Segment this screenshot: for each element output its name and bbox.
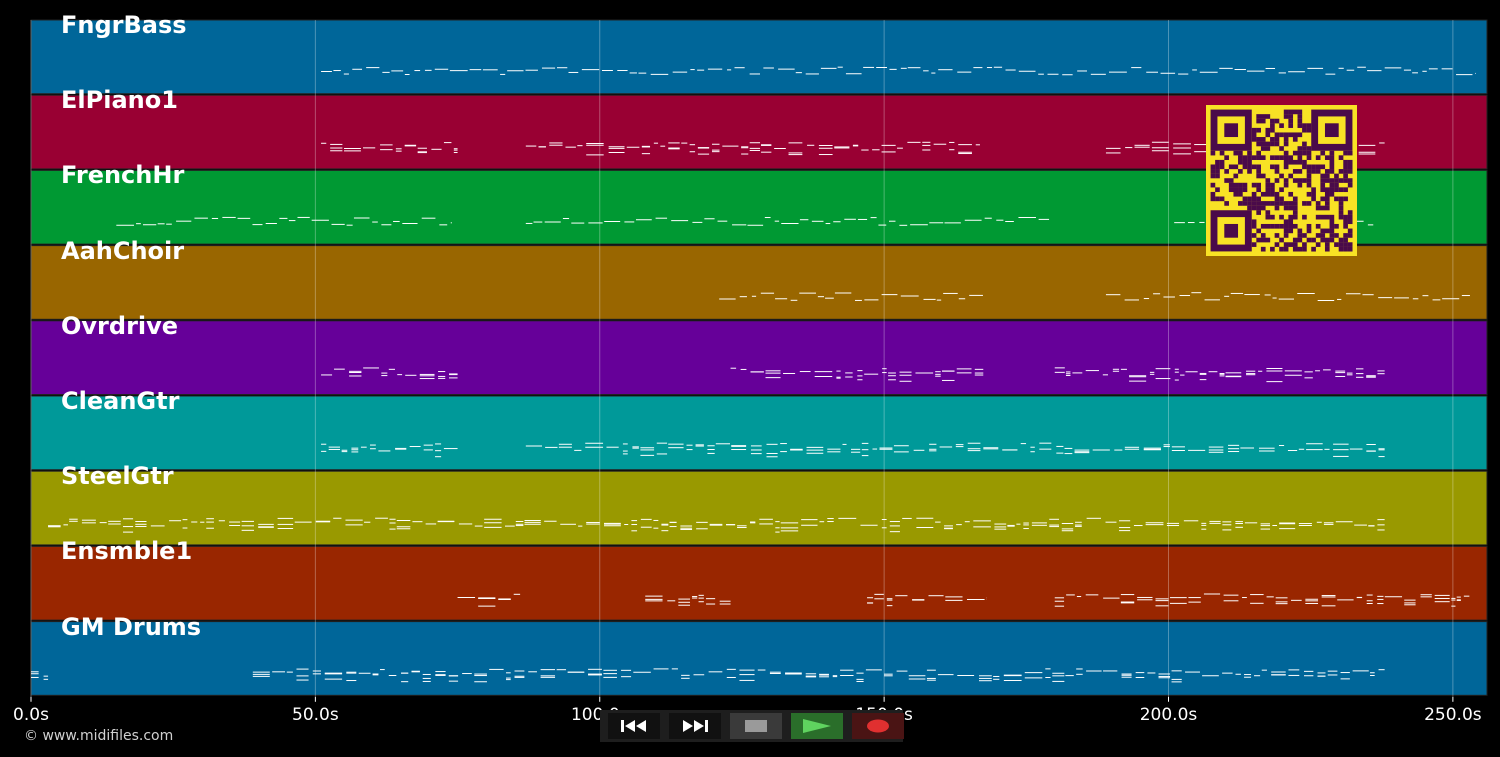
track-label: SteelGtr xyxy=(61,462,174,491)
note-group xyxy=(252,668,1385,683)
note-group xyxy=(525,442,1385,458)
note-group xyxy=(1054,367,1385,383)
transport-bar xyxy=(600,710,904,742)
note-group xyxy=(645,594,731,606)
track-label: AahChoir xyxy=(61,236,185,265)
track-lane-fngrbass xyxy=(30,19,1488,95)
note-group xyxy=(31,671,49,680)
note-group xyxy=(525,216,1050,226)
record-button[interactable] xyxy=(852,713,904,739)
note-group xyxy=(1054,593,1470,607)
rewind-icon xyxy=(619,718,649,734)
note-group xyxy=(321,443,458,458)
track-lane-ensmble1 xyxy=(30,545,1488,621)
play-button[interactable] xyxy=(791,713,843,739)
record-icon xyxy=(865,718,891,734)
track-label: ElPiano1 xyxy=(61,86,178,115)
note-group xyxy=(719,292,983,301)
track-lane-ovrdrive xyxy=(30,320,1488,395)
copyright-text: © www.midifiles.com xyxy=(24,728,174,744)
track-label: CleanGtr xyxy=(61,387,180,415)
track-label: FngrBass xyxy=(61,11,187,39)
note-group xyxy=(867,593,987,607)
note-group xyxy=(321,367,458,380)
track-lane-steelgtr xyxy=(30,470,1488,546)
tick-label: 250.0s xyxy=(1424,705,1482,725)
note-group xyxy=(457,593,521,607)
track-label: GM Drums xyxy=(61,612,202,641)
tick-label: 0.0s xyxy=(13,705,49,725)
track-lane-gm-drums xyxy=(30,621,1488,696)
note-group xyxy=(1105,292,1470,301)
track-lane-aahchoir xyxy=(30,245,1488,320)
rewind-button[interactable] xyxy=(608,713,660,739)
note-group xyxy=(321,142,458,154)
note-group xyxy=(48,517,1385,533)
track-label: Ensmble1 xyxy=(61,537,193,566)
track-lane-cleangtr xyxy=(30,395,1488,471)
note-group xyxy=(730,367,984,382)
track-label: FrenchHr xyxy=(61,161,185,190)
stop-icon xyxy=(744,719,768,733)
tick-label: 200.0s xyxy=(1139,705,1198,725)
note-group xyxy=(525,141,980,156)
note-group xyxy=(321,66,1476,76)
tick-label: 50.0s xyxy=(292,705,339,725)
fast-forward-button[interactable] xyxy=(669,713,721,739)
stop-button[interactable] xyxy=(730,713,782,739)
play-icon xyxy=(801,717,833,735)
track-label: Ovrdrive xyxy=(61,311,179,340)
fast-forward-icon xyxy=(680,718,710,734)
qr-code xyxy=(1206,105,1357,256)
note-group xyxy=(116,216,452,226)
